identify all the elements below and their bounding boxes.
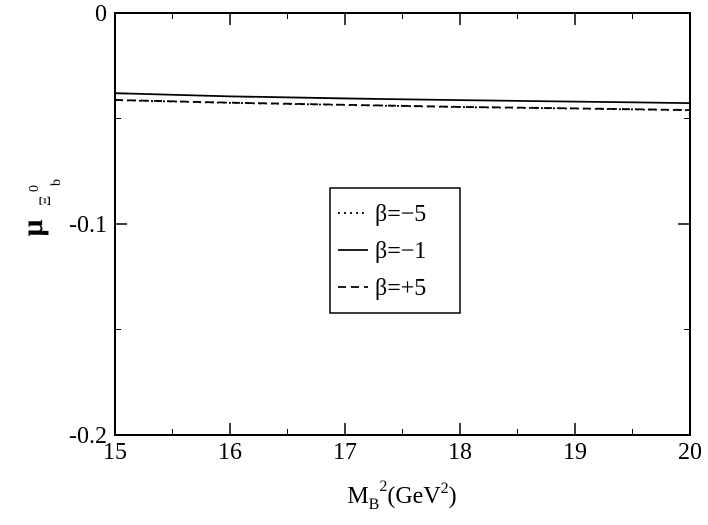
y-label-sub: Ξ [37, 196, 54, 206]
x-tick-label: 17 [333, 439, 357, 465]
y-tick-label: -0.2 [69, 423, 107, 449]
y-label-main: μ [16, 219, 49, 236]
x-axis-label: MB2(GeV2) [347, 478, 456, 513]
x-label-unit: (GeV [387, 483, 441, 509]
x-tick-label: 18 [448, 439, 472, 465]
x-tick-label: 20 [678, 439, 702, 465]
legend-label: β=−1 [375, 238, 426, 264]
x-label-main: M [347, 483, 368, 509]
x-label-sup: 2 [379, 478, 387, 495]
x-tick-label: 19 [563, 439, 587, 465]
series-line [114, 99, 691, 111]
x-label-close: ) [449, 483, 457, 509]
y-label-sub-sub: b [49, 179, 64, 186]
x-label-unit-sup: 2 [441, 480, 449, 497]
y-tick-label: -0.1 [69, 212, 107, 238]
y-axis-label: μ Ξ 0 b [16, 179, 64, 237]
legend-label: β=−5 [375, 201, 426, 227]
y-label-sub-sup: 0 [27, 185, 42, 192]
series-line [114, 92, 691, 104]
y-tick-label: 0 [95, 1, 107, 27]
x-tick-label: 16 [218, 439, 242, 465]
legend-label: β=+5 [375, 275, 426, 301]
x-tick-label: 15 [103, 439, 127, 465]
x-label-sub: B [369, 496, 380, 513]
